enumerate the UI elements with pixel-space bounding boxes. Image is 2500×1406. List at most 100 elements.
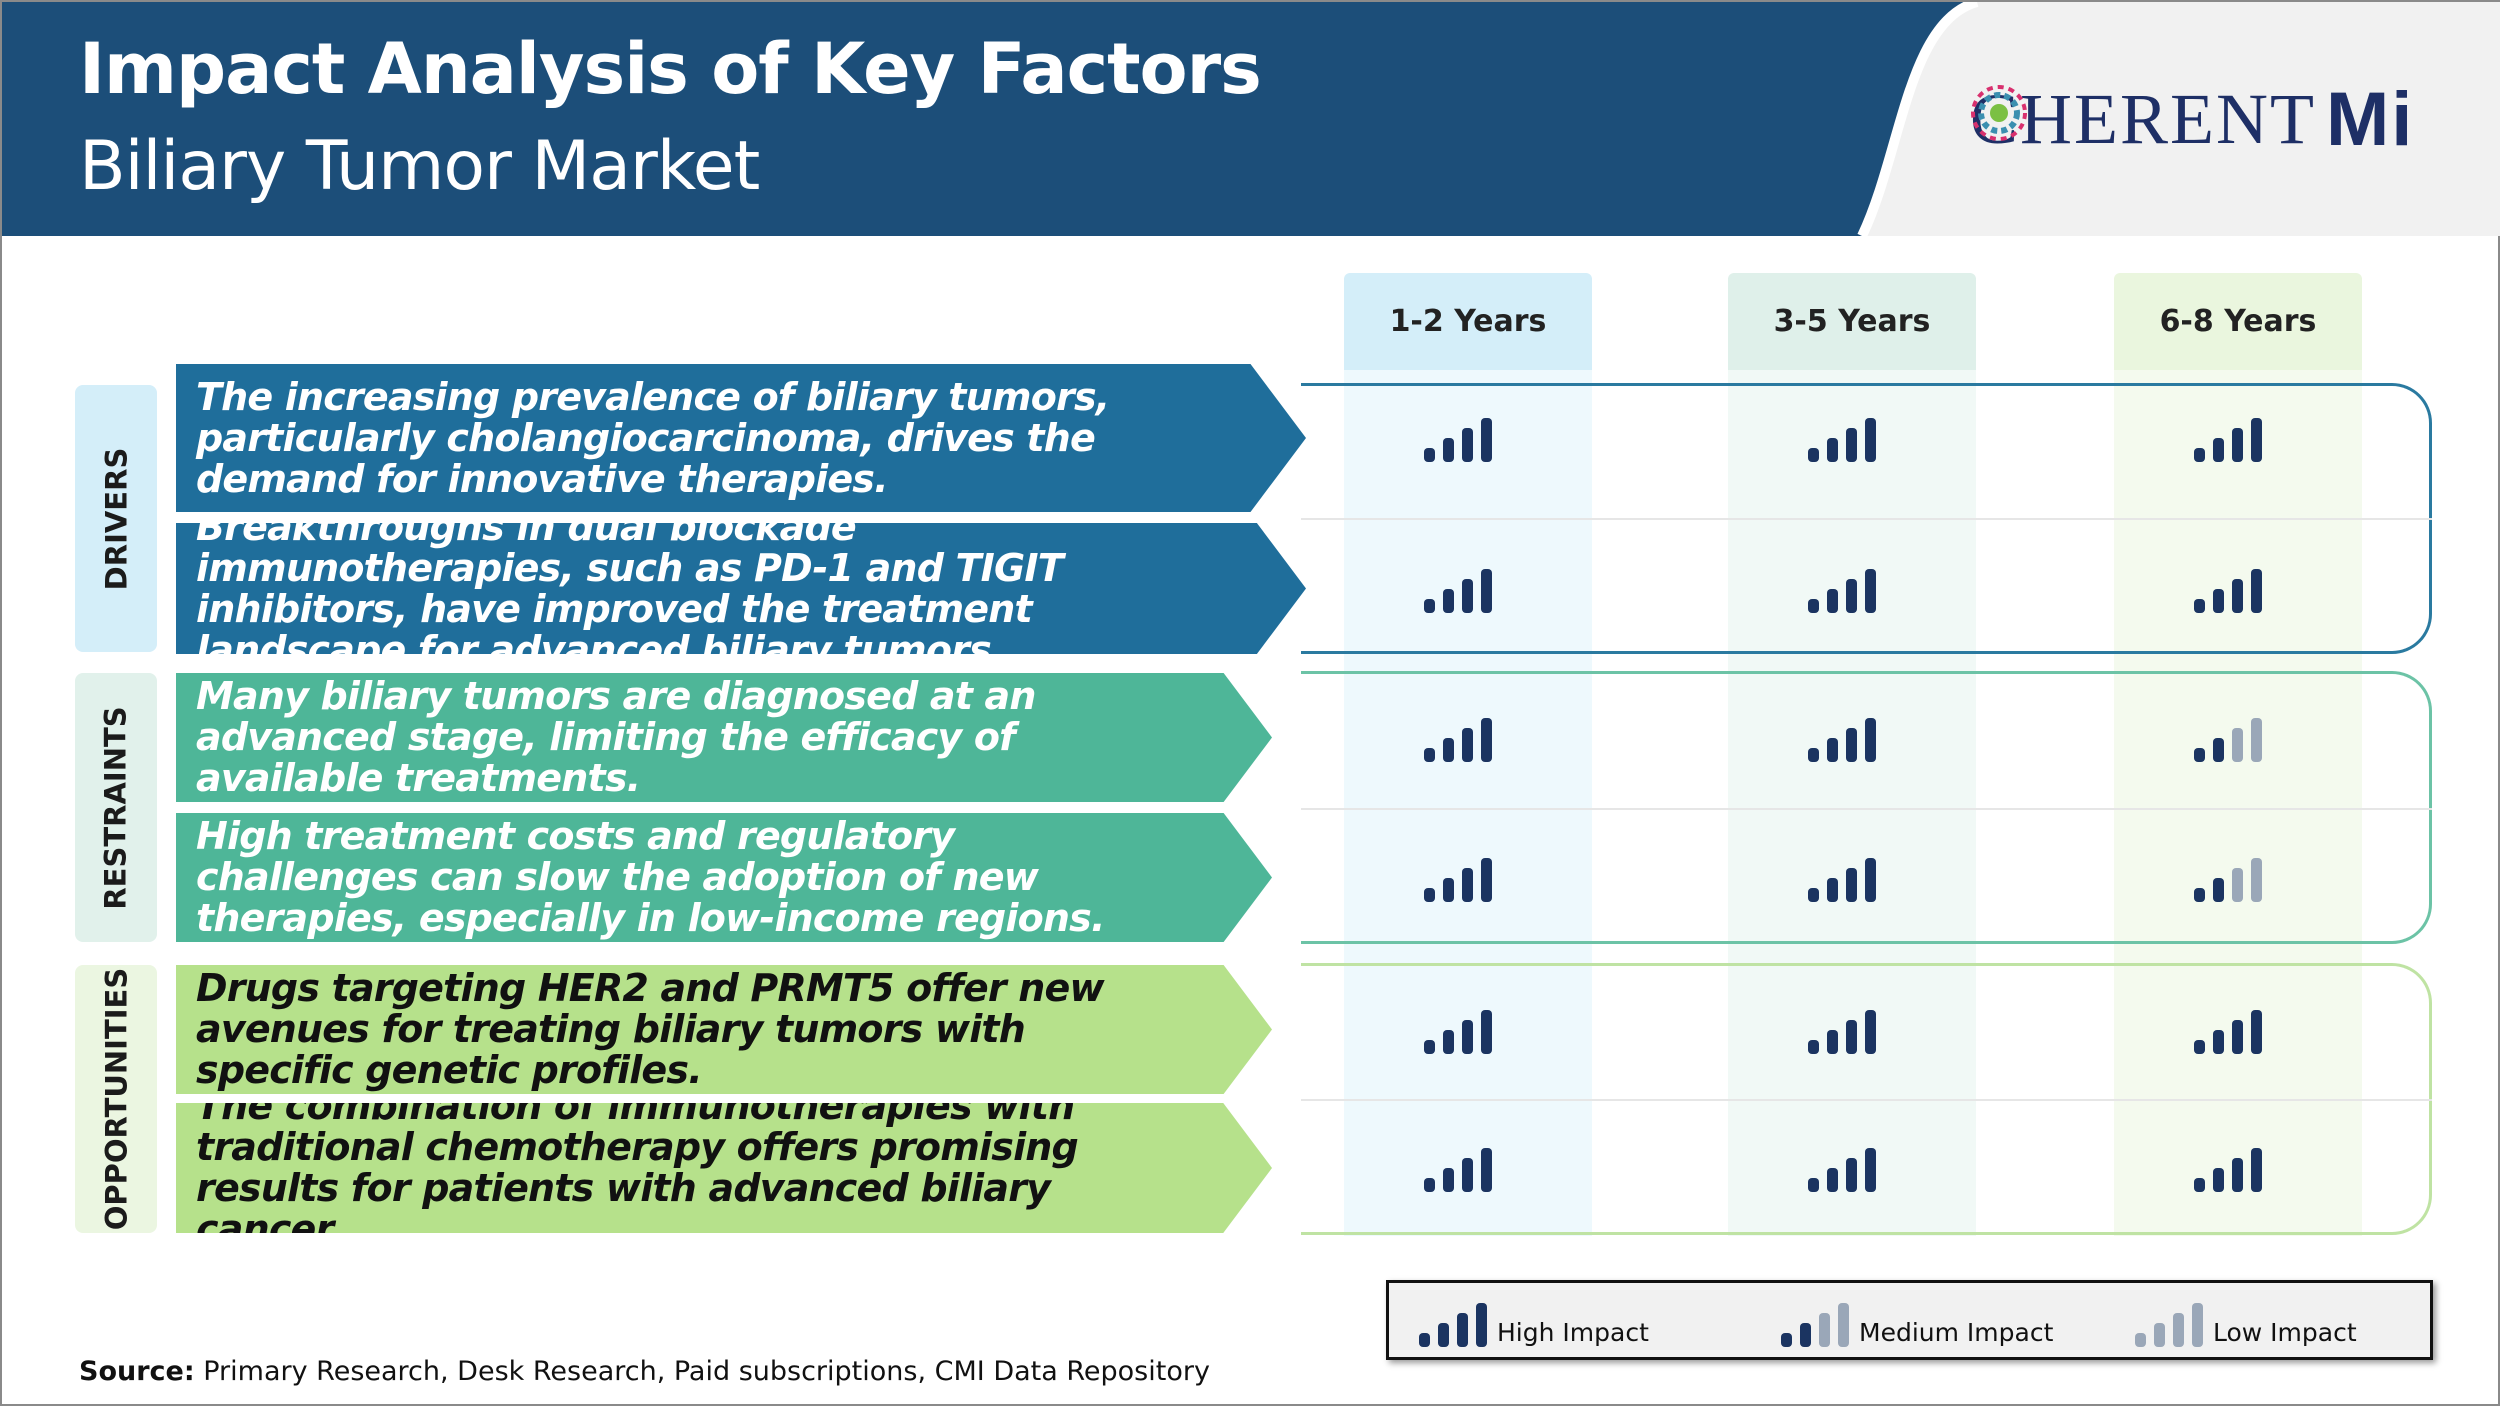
factor-arrow: Breakthroughs in dual blockade immunothe… — [176, 523, 1306, 654]
factor-text: Many biliary tumors are diagnosed at an … — [196, 674, 1036, 800]
impact-bar — [1462, 727, 1473, 762]
row-divider — [1301, 807, 2432, 810]
impact-bar — [1424, 1039, 1435, 1054]
impact-bar — [2213, 438, 2224, 462]
impact-bar — [1808, 747, 1819, 762]
impact-bar — [2194, 1039, 2205, 1054]
signal-bars-icon — [1808, 1009, 1876, 1054]
column-band — [2114, 370, 2362, 1236]
impact-bar — [2194, 747, 2205, 762]
impact-bar — [1865, 857, 1876, 902]
factor-text: The increasing prevalence of biliary tum… — [196, 374, 1110, 501]
impact-indicator — [2192, 567, 2272, 615]
impact-bar — [1443, 877, 1454, 902]
column-header-1: 1-2 Years — [1344, 273, 1592, 370]
signal-bars-icon — [1781, 1303, 1849, 1347]
row-divider — [1301, 1098, 2432, 1101]
impact-bar — [1846, 1158, 1857, 1192]
legend-label: Medium Impact — [1859, 1318, 2054, 1347]
impact-bar — [1838, 1303, 1849, 1347]
factor-text: Drugs targeting HER2 and PRMT5 offer new… — [196, 966, 1105, 1092]
impact-bar — [1481, 1009, 1492, 1054]
impact-bar — [2232, 1019, 2243, 1054]
impact-indicator — [2192, 856, 2272, 904]
signal-bars-icon — [1808, 418, 1876, 462]
group-label-text: RESTRAINTS — [99, 705, 133, 910]
impact-indicator — [1422, 416, 1502, 464]
impact-bar — [2213, 1029, 2224, 1054]
impact-bar — [1424, 598, 1435, 613]
impact-bar — [1865, 1009, 1876, 1054]
impact-bar — [2154, 1323, 2165, 1347]
impact-bar — [2194, 1178, 2205, 1192]
signal-bars-icon — [1808, 568, 1876, 613]
source-label: Source: — [79, 1356, 195, 1387]
impact-bar — [2192, 1303, 2203, 1347]
impact-bar — [2251, 1009, 2262, 1054]
signal-bars-icon — [1424, 857, 1492, 902]
impact-bar — [1808, 1178, 1819, 1192]
factor-text: Breakthroughs in dual blockade immunothe… — [196, 504, 1064, 672]
impact-bar — [2213, 877, 2224, 902]
impact-bar — [1819, 1313, 1830, 1347]
impact-bar — [1800, 1323, 1811, 1347]
impact-bar — [1419, 1333, 1430, 1347]
impact-bar — [1443, 737, 1454, 762]
header-banner — [2, 2, 1979, 236]
impact-bar — [1443, 588, 1454, 613]
signal-bars-icon — [2194, 1009, 2262, 1054]
factor-text: High treatment costs and regulatory chal… — [196, 814, 1105, 940]
coherent-mi-logo: C HERENT Mi — [1970, 77, 2414, 162]
signal-bars-icon — [1808, 857, 1876, 902]
impact-indicator — [1806, 1008, 1886, 1056]
factor-arrow: Many biliary tumors are diagnosed at an … — [176, 673, 1272, 802]
impact-bar — [1827, 1168, 1838, 1192]
impact-bar — [1457, 1313, 1468, 1347]
impact-bar — [2251, 857, 2262, 902]
signal-bars-icon — [1424, 717, 1492, 762]
impact-indicator — [1422, 567, 1502, 615]
impact-bar — [1808, 887, 1819, 902]
impact-indicator — [1422, 1008, 1502, 1056]
factor-arrow: Drugs targeting HER2 and PRMT5 offer new… — [176, 965, 1272, 1094]
factor-arrow: The combination of immunotherapies with … — [176, 1103, 1272, 1233]
impact-bar — [2173, 1313, 2184, 1347]
signal-bars-icon — [1808, 717, 1876, 762]
group-label-text: OPPORTUNITIES — [99, 967, 134, 1231]
impact-bar — [1865, 1148, 1876, 1192]
signal-bars-icon — [2194, 1148, 2262, 1192]
impact-bar — [1462, 1019, 1473, 1054]
signal-bars-icon — [2194, 568, 2262, 613]
impact-bar — [1481, 1148, 1492, 1192]
logo-herent: HERENT — [2020, 78, 2316, 159]
impact-bar — [1462, 578, 1473, 613]
impact-bar — [1443, 1168, 1454, 1192]
impact-bar — [1481, 568, 1492, 613]
impact-bar — [2232, 867, 2243, 902]
impact-indicator — [2192, 716, 2272, 764]
impact-bar — [1424, 887, 1435, 902]
page-subtitle: Biliary Tumor Market — [79, 127, 760, 206]
impact-indicator — [2192, 416, 2272, 464]
impact-bar — [1846, 867, 1857, 902]
impact-indicator — [1806, 567, 1886, 615]
impact-bar — [2251, 717, 2262, 762]
impact-bar — [2194, 448, 2205, 462]
impact-bar — [1424, 747, 1435, 762]
impact-indicator — [1422, 1146, 1502, 1194]
signal-bars-icon — [1424, 418, 1492, 462]
impact-indicator — [1806, 1146, 1886, 1194]
source-text: Primary Research, Desk Research, Paid su… — [194, 1356, 1210, 1387]
column-band — [1344, 370, 1592, 1236]
impact-indicator — [1806, 856, 1886, 904]
impact-bar — [1462, 1158, 1473, 1192]
impact-bar — [1481, 418, 1492, 462]
impact-bar — [1481, 717, 1492, 762]
factor-arrow: High treatment costs and regulatory chal… — [176, 813, 1272, 942]
signal-bars-icon — [2194, 857, 2262, 902]
legend-label: Low Impact — [2213, 1318, 2357, 1347]
signal-bars-icon — [1424, 1148, 1492, 1192]
impact-bar — [1424, 1178, 1435, 1192]
signal-bars-icon — [2194, 717, 2262, 762]
impact-bar — [1443, 438, 1454, 462]
